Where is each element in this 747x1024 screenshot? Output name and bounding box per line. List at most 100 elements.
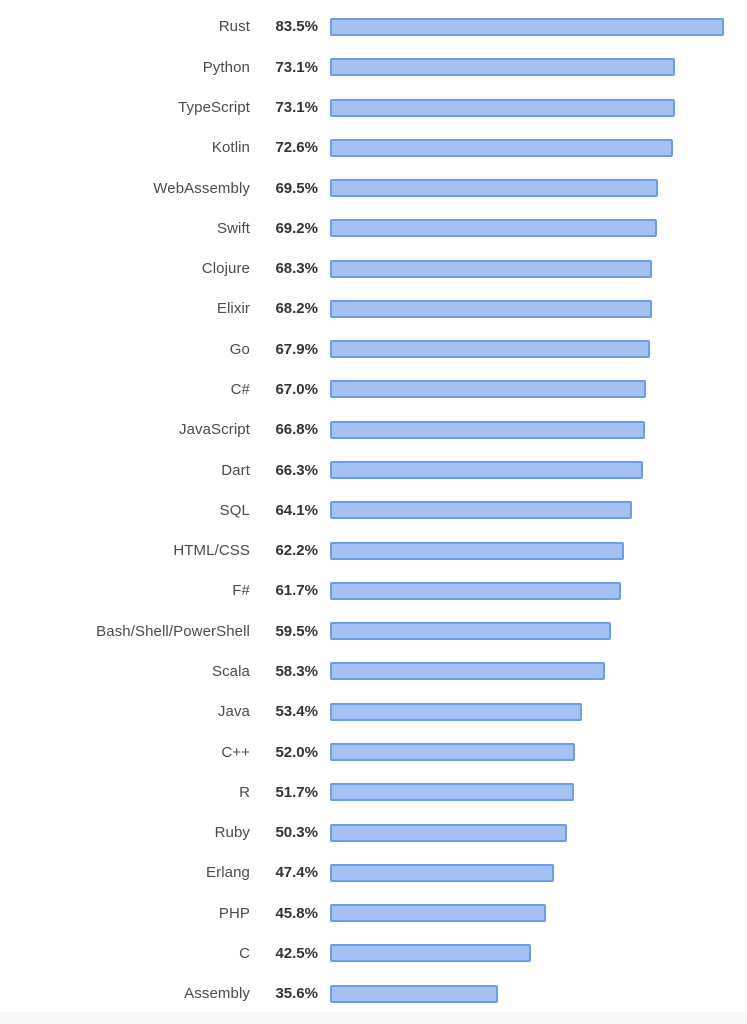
chart-row: Java 53.4% [0, 692, 747, 732]
bar-track [330, 98, 747, 117]
language-label: Scala [211, 662, 250, 680]
percentage-value: 47.4% [275, 864, 318, 882]
bar-track [330, 743, 747, 761]
bar-track [330, 984, 747, 1003]
language-label: Python [202, 58, 250, 76]
chart-row: Go 67.9% [0, 329, 747, 369]
percentage-value: 68.2% [275, 300, 318, 318]
section-divider-strip [0, 1012, 747, 1024]
percentage-value: 35.6% [275, 985, 318, 1003]
bar [330, 58, 675, 77]
language-label: C [239, 944, 250, 962]
bar [330, 138, 673, 157]
bar [330, 179, 658, 198]
bar [330, 702, 582, 721]
percentage-value: 64.1% [275, 501, 318, 519]
bar [330, 984, 498, 1003]
bar-track [330, 702, 747, 721]
chart-row: C# 67.0% [0, 369, 747, 409]
bar-track [330, 58, 747, 77]
bar [330, 340, 651, 359]
percentage-value: 67.9% [275, 340, 318, 358]
bar [330, 461, 643, 480]
bar-track [330, 219, 747, 238]
percentage-value: 51.7% [275, 783, 318, 801]
language-label: Erlang [206, 864, 250, 882]
chart-row: Ruby 50.3% [0, 812, 747, 852]
language-label: Assembly [184, 985, 250, 1003]
bar-track [330, 17, 747, 36]
bar [330, 743, 576, 761]
language-label: Java [217, 703, 250, 721]
bar-track [330, 863, 747, 882]
language-label: Ruby [214, 824, 250, 842]
percentage-value: 73.1% [275, 99, 318, 116]
language-label: WebAssembly [153, 179, 250, 197]
chart-row: C 42.5% [0, 933, 747, 973]
chart-row: TypeScript 73.1% [0, 87, 747, 127]
percentage-value: 83.5% [275, 18, 318, 36]
percentage-value: 61.7% [275, 582, 318, 600]
language-label: Bash/Shell/PowerShell [96, 622, 250, 640]
chart-row: Elixir 68.2% [0, 289, 747, 329]
percentage-value: 59.5% [275, 622, 318, 640]
chart-row: Dart 66.3% [0, 450, 747, 490]
percentage-value: 62.2% [275, 542, 318, 560]
bar [330, 662, 606, 681]
bar [330, 944, 531, 963]
language-label: R [239, 783, 250, 801]
chart-row: R 51.7% [0, 772, 747, 812]
chart-row: Assembly 35.6% [0, 974, 747, 1014]
chart-row: Kotlin 72.6% [0, 128, 747, 168]
bar [330, 259, 653, 278]
language-label: C++ [221, 743, 250, 761]
bar [330, 904, 547, 923]
bar [330, 622, 611, 641]
bar-track [330, 299, 747, 318]
chart-row: Clojure 68.3% [0, 248, 747, 288]
chart-row: Erlang 47.4% [0, 853, 747, 893]
percentage-value: 53.4% [275, 703, 318, 721]
bar [330, 299, 652, 318]
bar [330, 98, 675, 117]
bar [330, 541, 624, 560]
language-label: F# [232, 582, 250, 600]
chart-row: F# 61.7% [0, 571, 747, 611]
bar-track [330, 380, 747, 399]
bar [330, 501, 633, 520]
language-label: PHP [218, 904, 250, 922]
bar-track [330, 541, 747, 560]
percentage-value: 52.0% [275, 743, 318, 761]
bar-track [330, 138, 747, 157]
bar-track [330, 420, 747, 439]
language-label: C# [230, 380, 250, 398]
bar-track [330, 783, 747, 802]
chart-row: PHP 45.8% [0, 893, 747, 933]
bar-track [330, 179, 747, 198]
percentage-value: 45.8% [275, 904, 318, 922]
chart-row: C++ 52.0% [0, 732, 747, 772]
bar-track [330, 823, 747, 842]
bar-track [330, 904, 747, 923]
chart-row: HTML/CSS 62.2% [0, 530, 747, 570]
percentage-value: 67.0% [275, 380, 318, 398]
chart-row: WebAssembly 69.5% [0, 168, 747, 208]
language-label: Clojure [201, 260, 250, 278]
bar [330, 863, 554, 882]
language-label: Rust [218, 18, 250, 36]
language-label: Dart [221, 461, 250, 479]
bar-track [330, 662, 747, 681]
bar-track [330, 461, 747, 480]
bar-track [330, 581, 747, 600]
language-label: SQL [219, 501, 250, 519]
percentage-value: 66.8% [275, 421, 318, 439]
bar [330, 17, 724, 36]
bar-track [330, 501, 747, 520]
language-label: Swift [216, 219, 250, 237]
chart-row: Rust 83.5% [0, 7, 747, 47]
chart-row: Python 73.1% [0, 47, 747, 87]
percentage-value: 69.5% [275, 179, 318, 197]
bar [330, 380, 647, 399]
bar-track [330, 340, 747, 359]
